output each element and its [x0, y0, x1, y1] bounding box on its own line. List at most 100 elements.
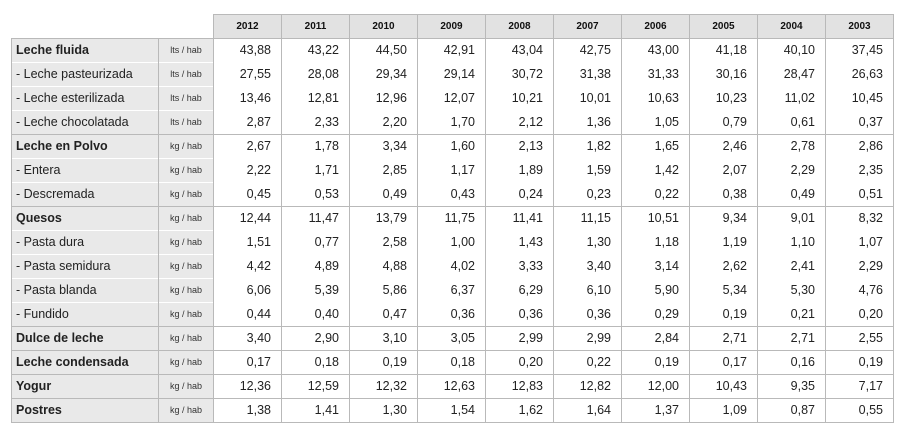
value-cell: 5,90 — [621, 278, 690, 302]
value-cell: 27,55 — [213, 62, 282, 86]
value-cell: 0,19 — [349, 349, 418, 375]
row-unit: lts / hab — [158, 62, 214, 86]
value-cell: 3,40 — [553, 254, 622, 278]
value-cell: 2,85 — [349, 158, 418, 182]
value-cell: 43,00 — [621, 37, 690, 62]
value-cell: 2,99 — [485, 325, 554, 351]
row-label: Quesos — [11, 205, 159, 230]
value-cell: 10,45 — [825, 86, 894, 110]
value-cell: 1,18 — [621, 230, 690, 254]
value-cell: 13,46 — [213, 86, 282, 110]
value-cell: 0,51 — [825, 182, 894, 207]
table-row: Quesos kg / hab 12,44 11,47 13,79 11,75 11,41 1… — [11, 205, 894, 230]
value-cell: 0,18 — [281, 349, 350, 375]
table-row: - Leche esterilizada lts / hab 13,46 12,81 1… — [11, 86, 894, 110]
table-row: - Leche pasteurizada lts / hab 27,55 28,08 2… — [11, 62, 894, 86]
value-cell: 2,29 — [757, 158, 826, 182]
value-cell: 2,55 — [825, 325, 894, 351]
value-cell: 12,82 — [553, 373, 622, 399]
value-cell: 0,40 — [281, 302, 350, 327]
row-unit: kg / hab — [158, 230, 214, 254]
value-cell: 1,10 — [757, 230, 826, 254]
value-cell: 2,86 — [825, 133, 894, 158]
value-cell: 12,83 — [485, 373, 554, 399]
value-cell: 28,47 — [757, 62, 826, 86]
row-label: Leche fluida — [11, 37, 159, 62]
value-cell: 2,99 — [553, 325, 622, 351]
value-cell: 0,22 — [621, 182, 690, 207]
value-cell: 6,06 — [213, 278, 282, 302]
value-cell: 7,17 — [825, 373, 894, 399]
value-cell: 1,19 — [689, 230, 758, 254]
value-cell: 9,34 — [689, 205, 758, 230]
row-unit: lts / hab — [158, 110, 214, 135]
value-cell: 10,21 — [485, 86, 554, 110]
value-cell: 1,05 — [621, 110, 690, 135]
value-cell: 1,09 — [689, 397, 758, 423]
row-label: - Fundido — [11, 302, 159, 327]
row-unit: lts / hab — [158, 37, 214, 62]
row-label: - Leche esterilizada — [11, 86, 159, 110]
table-row: - Descremada kg / hab 0,45 0,53 0,49 0,43 0,24… — [11, 182, 894, 207]
value-cell: 0,20 — [485, 349, 554, 375]
value-cell: 1,89 — [485, 158, 554, 182]
value-cell: 9,01 — [757, 205, 826, 230]
value-cell: 26,63 — [825, 62, 894, 86]
row-unit: kg / hab — [158, 133, 214, 158]
table-row: Leche en Polvo kg / hab 2,67 1,78 3,34 1,60 2,… — [11, 133, 894, 158]
row-unit: kg / hab — [158, 302, 214, 327]
value-cell: 0,49 — [757, 182, 826, 207]
value-cell: 8,32 — [825, 205, 894, 230]
year-header-row: 2012 2011 2010 2009 2008 2007 2006 2005 2004 2003 — [12, 14, 894, 39]
value-cell: 13,79 — [349, 205, 418, 230]
value-cell: 4,02 — [417, 254, 486, 278]
value-cell: 30,16 — [689, 62, 758, 86]
value-cell: 6,29 — [485, 278, 554, 302]
table-row: - Pasta blanda kg / hab 6,06 5,39 5,86 6,37 6,… — [11, 278, 894, 302]
row-unit: kg / hab — [158, 205, 214, 230]
row-label: - Pasta dura — [11, 230, 159, 254]
table-row: Yogur kg / hab 12,36 12,59 12,32 12,63 12,83 12… — [11, 373, 894, 399]
value-cell: 42,91 — [417, 37, 486, 62]
year-header-cell: 2007 — [553, 14, 622, 39]
value-cell: 3,14 — [621, 254, 690, 278]
year-header-cell: 2009 — [417, 14, 486, 39]
row-unit: kg / hab — [158, 278, 214, 302]
value-cell: 0,61 — [757, 110, 826, 135]
row-unit: kg / hab — [158, 397, 214, 423]
value-cell: 12,44 — [213, 205, 282, 230]
value-cell: 0,36 — [417, 302, 486, 327]
value-cell: 1,82 — [553, 133, 622, 158]
row-label: - Pasta blanda — [11, 278, 159, 302]
value-cell: 1,59 — [553, 158, 622, 182]
row-unit: kg / hab — [158, 349, 214, 375]
row-label: - Pasta semidura — [11, 254, 159, 278]
value-cell: 2,58 — [349, 230, 418, 254]
value-cell: 1,64 — [553, 397, 622, 423]
value-cell: 10,01 — [553, 86, 622, 110]
value-cell: 28,08 — [281, 62, 350, 86]
value-cell: 1,65 — [621, 133, 690, 158]
value-cell: 2,12 — [485, 110, 554, 135]
value-cell: 1,07 — [825, 230, 894, 254]
value-cell: 2,87 — [213, 110, 282, 135]
value-cell: 37,45 — [825, 37, 894, 62]
value-cell: 29,14 — [417, 62, 486, 86]
value-cell: 0,20 — [825, 302, 894, 327]
year-header-cell: 2011 — [281, 14, 350, 39]
value-cell: 11,75 — [417, 205, 486, 230]
value-cell: 44,50 — [349, 37, 418, 62]
row-label: - Entera — [11, 158, 159, 182]
table-row: Leche fluida lts / hab 43,88 43,22 44,50 42,9… — [11, 37, 894, 62]
value-cell: 0,87 — [757, 397, 826, 423]
value-cell: 2,29 — [825, 254, 894, 278]
row-label: Leche condensada — [11, 349, 159, 375]
row-label: Dulce de leche — [11, 325, 159, 351]
table-row: - Pasta semidura kg / hab 4,42 4,89 4,88 4,02… — [11, 254, 894, 278]
value-cell: 0,53 — [281, 182, 350, 207]
row-unit: kg / hab — [158, 182, 214, 207]
table-row: - Fundido kg / hab 0,44 0,40 0,47 0,36 0,36 0,3… — [11, 302, 894, 327]
value-cell: 5,39 — [281, 278, 350, 302]
value-cell: 2,41 — [757, 254, 826, 278]
value-cell: 2,20 — [349, 110, 418, 135]
